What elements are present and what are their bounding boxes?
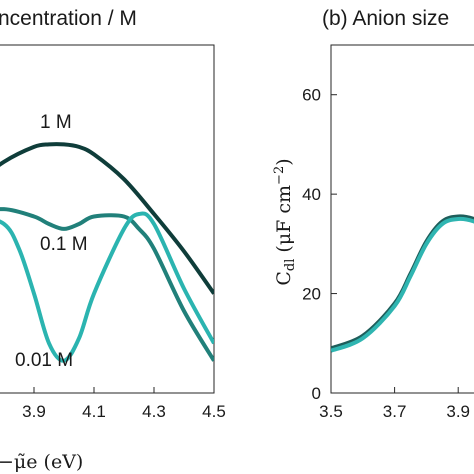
panel-a-series-line-1 — [0, 207, 214, 362]
panel-a-series — [0, 142, 214, 363]
panel-b-x-tick-label: 3.5 — [319, 402, 343, 421]
panel-b-ticks: 3.5 3.7 3.9 0 20 40 60 — [302, 86, 470, 421]
annotation-1M: 1 M — [40, 112, 72, 133]
panel-a-x-tick-label: 3.9 — [22, 402, 46, 421]
panel-b-series-line-1 — [331, 216, 474, 353]
panel-a-x-tick-label: 4.5 — [202, 402, 226, 421]
panel-b-x-tick-label: 3.7 — [383, 402, 407, 421]
panel-a-title: ncentration / M — [0, 7, 137, 30]
panel-a-x-tick-label: 4.3 — [142, 402, 166, 421]
panel-b-y-tick-label: 40 — [302, 185, 321, 204]
panel-b-series-line-0 — [331, 214, 474, 351]
panel-b-y-tick-label: 60 — [302, 86, 321, 105]
panel-a-x-label: −μ̃e (eV) — [0, 451, 83, 473]
panel-b-frame — [330, 44, 474, 394]
panel-b-series — [331, 214, 474, 353]
panel-a-series-line-0 — [0, 142, 214, 295]
annotation-0.1M: 0.1 M — [40, 234, 88, 255]
panel-b-y-label: Cdl (μF cm−2) — [272, 158, 298, 285]
panel-a-x-ticks: 3.9 4.1 4.3 4.5 — [22, 387, 226, 421]
panel-b-y-tick-label: 0 — [312, 384, 321, 403]
panel-b-x-tick-label: 3.9 — [446, 402, 470, 421]
panel-a-x-tick-label: 4.1 — [82, 402, 106, 421]
panel-a: ncentration / M 3.9 4.1 4.3 4.5 1 M 0.1 M 0… — [0, 7, 226, 473]
panel-b: (b) Anion size 3.5 3.7 3.9 0 20 40 60 Cdl (μF … — [272, 7, 474, 421]
panel-b-title: (b) Anion size — [322, 7, 449, 30]
panel-a-frame — [0, 44, 215, 394]
panel-a-series-line-2 — [0, 211, 214, 363]
annotation-0.01M: 0.01 M — [15, 350, 73, 371]
panel-b-y-tick-label: 20 — [302, 285, 321, 304]
